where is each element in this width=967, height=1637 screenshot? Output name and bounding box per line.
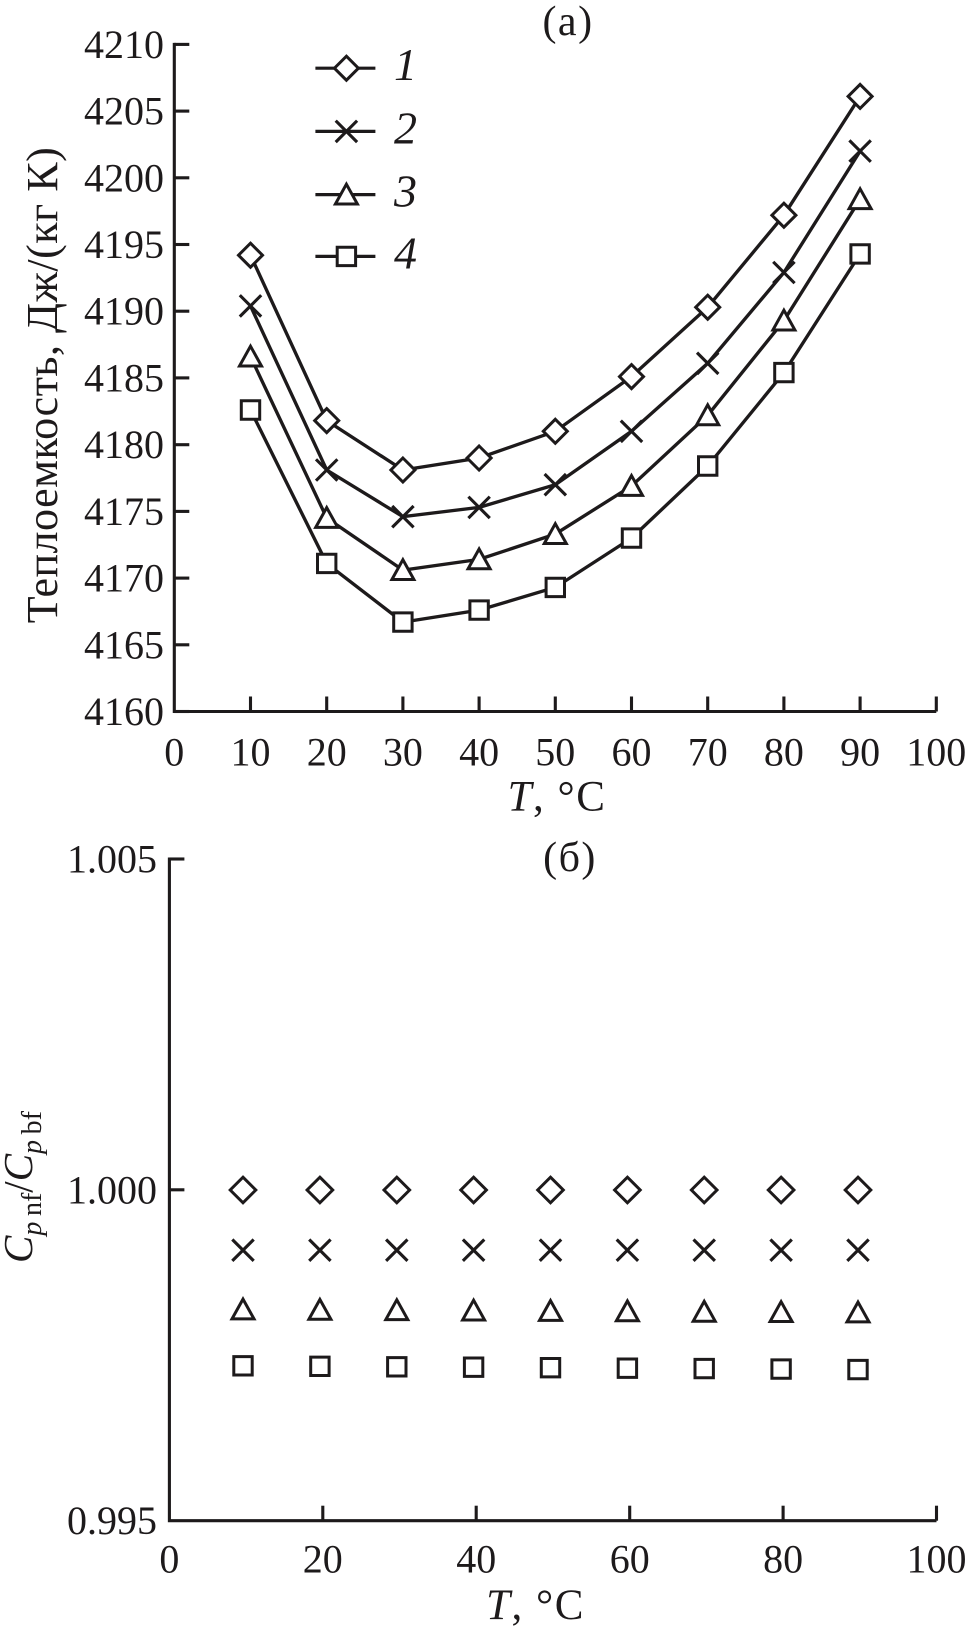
svg-text:0: 0	[159, 1537, 179, 1582]
svg-text:80: 80	[763, 1537, 803, 1582]
svg-text:4160: 4160	[84, 689, 164, 734]
svg-text:70: 70	[688, 730, 728, 775]
svg-text:(б): (б)	[543, 835, 597, 881]
svg-text:4210: 4210	[84, 22, 164, 67]
svg-text:T, °C: T, °C	[508, 774, 607, 821]
svg-text:2: 2	[394, 102, 417, 153]
svg-text:4195: 4195	[84, 222, 164, 267]
svg-text:20: 20	[303, 1537, 343, 1582]
svg-text:4: 4	[394, 227, 417, 278]
svg-text:100: 100	[907, 1537, 967, 1582]
svg-text:40: 40	[459, 730, 499, 775]
svg-text:100: 100	[906, 730, 966, 775]
svg-text:40: 40	[456, 1537, 496, 1582]
svg-text:4200: 4200	[84, 155, 164, 200]
svg-text:(а): (а)	[542, 0, 593, 45]
svg-text:30: 30	[383, 730, 423, 775]
svg-text:4165: 4165	[84, 622, 164, 667]
svg-text:10: 10	[231, 730, 271, 775]
svg-text:1.000: 1.000	[67, 1167, 157, 1212]
svg-text:0.995: 0.995	[67, 1498, 157, 1543]
svg-text:4205: 4205	[84, 89, 164, 134]
svg-text:20: 20	[307, 730, 347, 775]
svg-text:Cp nf/Cp bf: Cp nf/Cp bf	[0, 1110, 48, 1263]
svg-text:50: 50	[535, 730, 575, 775]
svg-text:60: 60	[610, 1537, 650, 1582]
svg-text:60: 60	[612, 730, 652, 775]
svg-text:3: 3	[393, 166, 417, 217]
svg-text:0: 0	[164, 730, 184, 775]
svg-text:4180: 4180	[84, 422, 164, 467]
svg-text:Теплоемкость, Дж/(кг К): Теплоемкость, Дж/(кг К)	[18, 147, 67, 623]
svg-text:T, °C: T, °C	[486, 1582, 585, 1629]
svg-text:4190: 4190	[84, 289, 164, 334]
svg-text:4175: 4175	[84, 489, 164, 534]
svg-text:80: 80	[764, 730, 804, 775]
svg-text:4170: 4170	[84, 556, 164, 601]
svg-text:4185: 4185	[84, 355, 164, 400]
svg-text:1.005: 1.005	[67, 837, 157, 882]
svg-text:1: 1	[394, 39, 417, 90]
svg-text:90: 90	[840, 730, 880, 775]
